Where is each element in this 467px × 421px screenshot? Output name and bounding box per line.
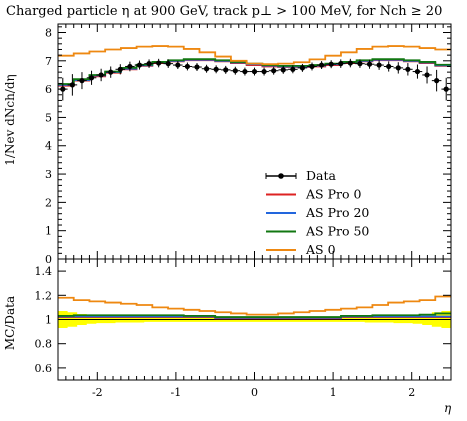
data-point xyxy=(98,72,104,78)
data-point xyxy=(376,62,382,68)
data-point xyxy=(242,68,248,75)
main-ytick-label: 8 xyxy=(45,26,52,39)
data-point xyxy=(424,72,430,78)
x-axis-label: η xyxy=(444,401,452,415)
data-point xyxy=(165,61,171,67)
ratio-as-pro-50 xyxy=(58,312,451,318)
ratio-ytick-label: 0.8 xyxy=(35,338,53,351)
main-ytick-label: 5 xyxy=(45,111,52,124)
data-point xyxy=(366,61,373,67)
data-point xyxy=(328,61,334,67)
legend-label: AS 0 xyxy=(305,242,336,257)
data-point xyxy=(88,75,95,81)
data-point xyxy=(414,68,421,75)
ratio-ylabel: MC/Data xyxy=(3,296,17,350)
main-ytick-label: 1 xyxy=(45,225,52,238)
chart-title: Charged particle η at 900 GeV, track p⊥ … xyxy=(6,4,442,19)
main-ytick-label: 2 xyxy=(45,196,52,209)
data-point xyxy=(338,61,344,67)
xtick-label: 2 xyxy=(408,386,415,399)
data-point xyxy=(223,67,229,73)
data-point xyxy=(261,68,267,75)
legend-label: AS Pro 50 xyxy=(305,224,369,239)
data-point xyxy=(280,67,286,73)
data-point xyxy=(117,66,123,72)
data-point xyxy=(108,69,114,75)
ratio-ytick-label: 0.6 xyxy=(35,362,53,375)
data-point xyxy=(69,82,75,88)
data-point xyxy=(309,63,315,70)
data-point xyxy=(251,68,258,75)
data-point xyxy=(290,66,296,72)
data-point xyxy=(318,62,325,68)
ratio-ytick-label: 1 xyxy=(45,314,52,327)
ratio-ytick-label: 1.2 xyxy=(35,289,53,302)
main-ylabel: 1/Nev dNch/dη xyxy=(3,74,17,165)
data-point xyxy=(156,60,162,66)
data-point xyxy=(357,61,363,67)
main-ytick-label: 6 xyxy=(45,83,52,96)
data-point xyxy=(434,78,440,84)
main-ytick-label: 0 xyxy=(45,253,52,266)
data-point xyxy=(299,65,306,71)
data-point xyxy=(213,66,219,72)
main-ytick-label: 3 xyxy=(45,168,52,181)
data-point xyxy=(386,63,392,70)
series-as-0 xyxy=(58,45,451,66)
data-point xyxy=(232,68,238,74)
main-ytick-label: 7 xyxy=(45,55,52,68)
legend-marker xyxy=(278,173,284,179)
main-ytick-label: 4 xyxy=(45,140,52,153)
data-point xyxy=(127,63,133,70)
xtick-label: -1 xyxy=(171,386,182,399)
ratio-ytick-label: 1.4 xyxy=(35,265,53,278)
xtick-label: 0 xyxy=(251,386,258,399)
data-point xyxy=(347,60,353,66)
data-point xyxy=(271,68,277,74)
legend-label: Data xyxy=(306,168,336,183)
ratio-as-0 xyxy=(58,295,451,316)
data-point xyxy=(79,78,85,84)
data-point xyxy=(146,61,152,67)
data-point xyxy=(184,63,191,70)
main-panel: 0 1 2 3 4 5 6 7 8 xyxy=(45,23,452,380)
legend-label: AS Pro 20 xyxy=(305,205,369,220)
xtick-label: 1 xyxy=(330,386,337,399)
data-point xyxy=(194,64,200,70)
data-point xyxy=(136,62,143,68)
xtick-label: -2 xyxy=(92,386,103,399)
legend-label: AS Pro 0 xyxy=(305,187,361,202)
data-point xyxy=(395,65,401,71)
data-point xyxy=(405,66,411,72)
ratio-panel: 0.6 0.8 1 1.2 1.4 -2 -1 0 1 2 xyxy=(35,258,452,399)
legend: Data AS Pro 0 AS Pro 20 AS Pro 50 AS 0 xyxy=(265,168,369,257)
data-point xyxy=(203,66,210,72)
data-point xyxy=(175,62,181,68)
